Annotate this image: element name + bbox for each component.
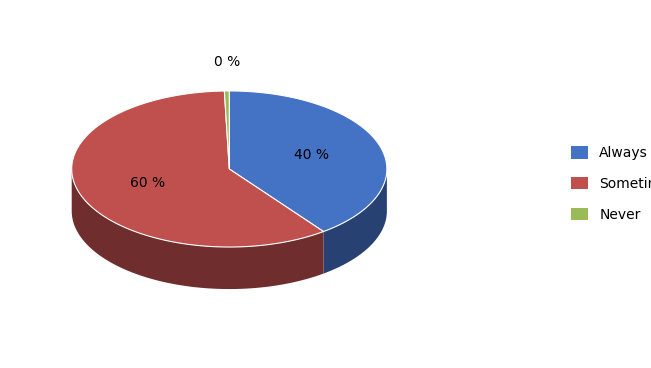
Polygon shape xyxy=(225,91,229,169)
Polygon shape xyxy=(72,91,324,247)
Polygon shape xyxy=(72,169,324,289)
Polygon shape xyxy=(324,169,387,273)
Text: 60 %: 60 % xyxy=(130,176,165,190)
Text: 0 %: 0 % xyxy=(214,55,240,69)
Polygon shape xyxy=(229,91,387,231)
Legend: Always, Sometimes, Never: Always, Sometimes, Never xyxy=(566,141,651,227)
Text: 40 %: 40 % xyxy=(294,148,329,163)
